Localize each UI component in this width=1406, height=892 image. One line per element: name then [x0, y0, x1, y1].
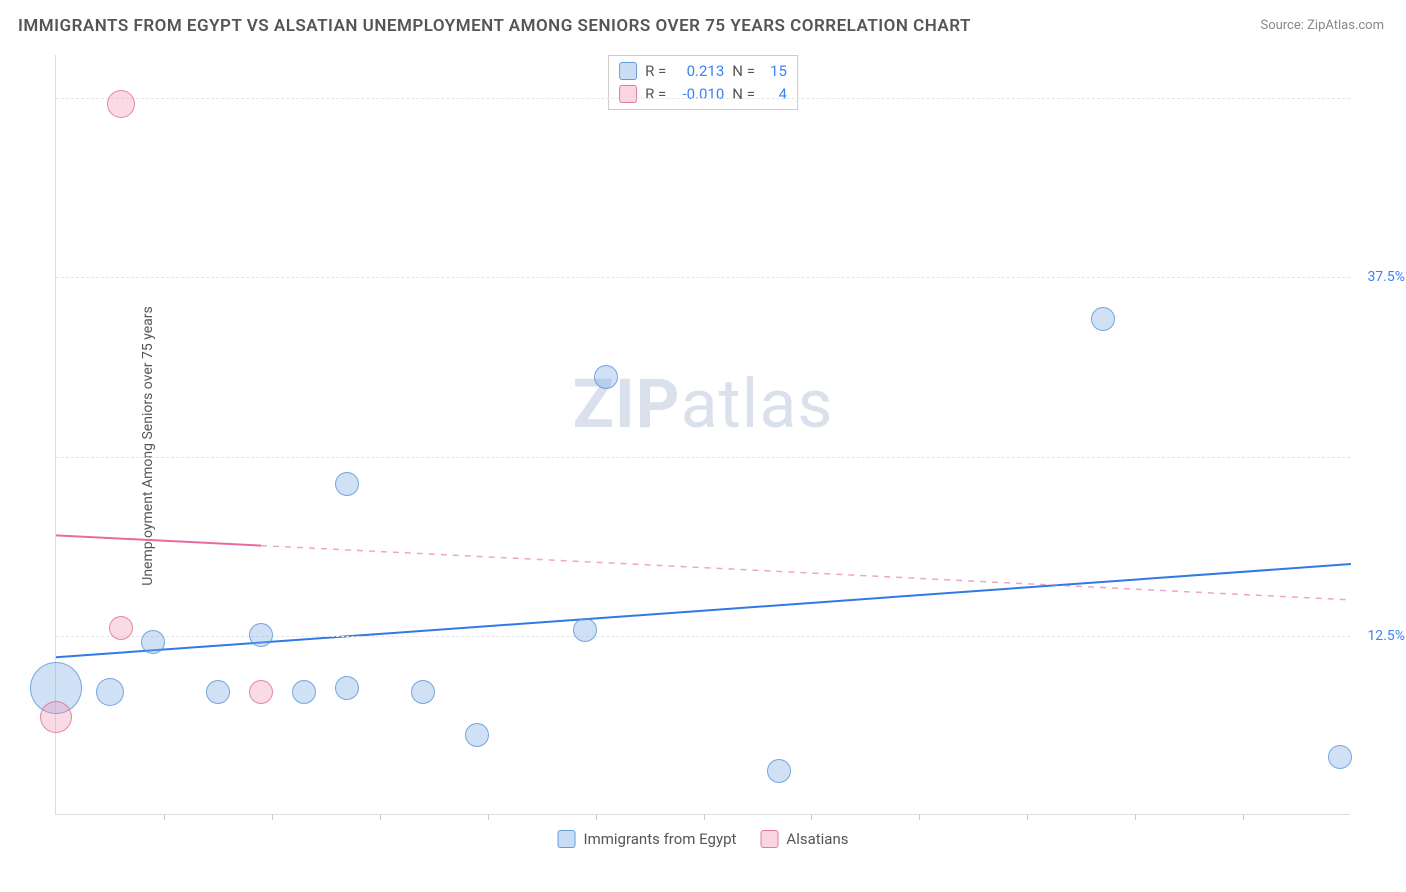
x-tick — [1243, 814, 1244, 820]
source-name: ZipAtlas.com — [1307, 18, 1384, 33]
x-tick — [919, 814, 920, 820]
stat-n-label: N = — [732, 83, 755, 106]
data-point — [206, 680, 230, 704]
data-point — [573, 618, 597, 642]
data-point — [96, 678, 124, 706]
stat-r-value-2: -0.010 — [674, 83, 724, 106]
data-point — [141, 630, 165, 654]
stat-r-label: R = — [645, 60, 666, 83]
data-point — [411, 680, 435, 704]
swatch-series-1 — [619, 62, 637, 80]
y-tick-label: 12.5% — [1355, 628, 1405, 644]
data-point — [465, 723, 489, 747]
x-tick — [488, 814, 489, 820]
stat-n-value-1: 15 — [763, 60, 787, 83]
gridline — [56, 277, 1350, 278]
swatch-series-2 — [619, 85, 637, 103]
x-tick — [596, 814, 597, 820]
data-point — [767, 759, 791, 783]
data-point — [335, 472, 359, 496]
gridline — [56, 98, 1350, 99]
chart-title: IMMIGRANTS FROM EGYPT VS ALSATIAN UNEMPL… — [18, 16, 971, 36]
stat-n-value-2: 4 — [763, 83, 787, 106]
trend-line-solid — [56, 535, 261, 545]
x-tick — [1027, 814, 1028, 820]
data-point — [1328, 745, 1352, 769]
data-point — [292, 680, 316, 704]
x-tick — [164, 814, 165, 820]
source-prefix: Source: — [1260, 18, 1307, 33]
legend-label-1: Immigrants from Egypt — [584, 830, 737, 848]
data-point — [249, 623, 273, 647]
data-point — [594, 365, 618, 389]
data-point — [1091, 307, 1115, 331]
legend-stats-row-2: R = -0.010 N = 4 — [619, 83, 787, 106]
legend-series: Immigrants from Egypt Alsatians — [558, 830, 849, 848]
gridline — [56, 457, 1350, 458]
trend-line-solid — [56, 564, 1351, 657]
stat-r-label: R = — [645, 83, 666, 106]
legend-stats: R = 0.213 N = 15 R = -0.010 N = 4 — [608, 55, 798, 110]
swatch-series-2 — [760, 830, 778, 848]
x-tick — [272, 814, 273, 820]
swatch-series-1 — [558, 830, 576, 848]
plot-area: ZIPatlas R = 0.213 N = 15 R = -0.010 N =… — [55, 55, 1350, 815]
trend-line-dashed — [261, 546, 1351, 600]
legend-label-2: Alsatians — [786, 830, 848, 848]
source-attribution: Source: ZipAtlas.com — [1260, 18, 1384, 33]
y-tick-label: 37.5% — [1355, 269, 1405, 285]
stat-r-value-1: 0.213 — [674, 60, 724, 83]
x-tick — [1135, 814, 1136, 820]
watermark-bold: ZIP — [573, 364, 681, 444]
legend-stats-row-1: R = 0.213 N = 15 — [619, 60, 787, 83]
x-tick — [811, 814, 812, 820]
legend-item-2: Alsatians — [760, 830, 848, 848]
chart-container: IMMIGRANTS FROM EGYPT VS ALSATIAN UNEMPL… — [0, 0, 1406, 892]
data-point — [109, 616, 133, 640]
x-tick — [704, 814, 705, 820]
watermark-rest: atlas — [681, 364, 834, 444]
data-point — [40, 701, 72, 733]
data-point — [335, 676, 359, 700]
data-point — [249, 680, 273, 704]
legend-item-1: Immigrants from Egypt — [558, 830, 737, 848]
stat-n-label: N = — [732, 60, 755, 83]
data-point — [107, 90, 135, 118]
x-tick — [380, 814, 381, 820]
trend-lines — [56, 55, 1351, 815]
